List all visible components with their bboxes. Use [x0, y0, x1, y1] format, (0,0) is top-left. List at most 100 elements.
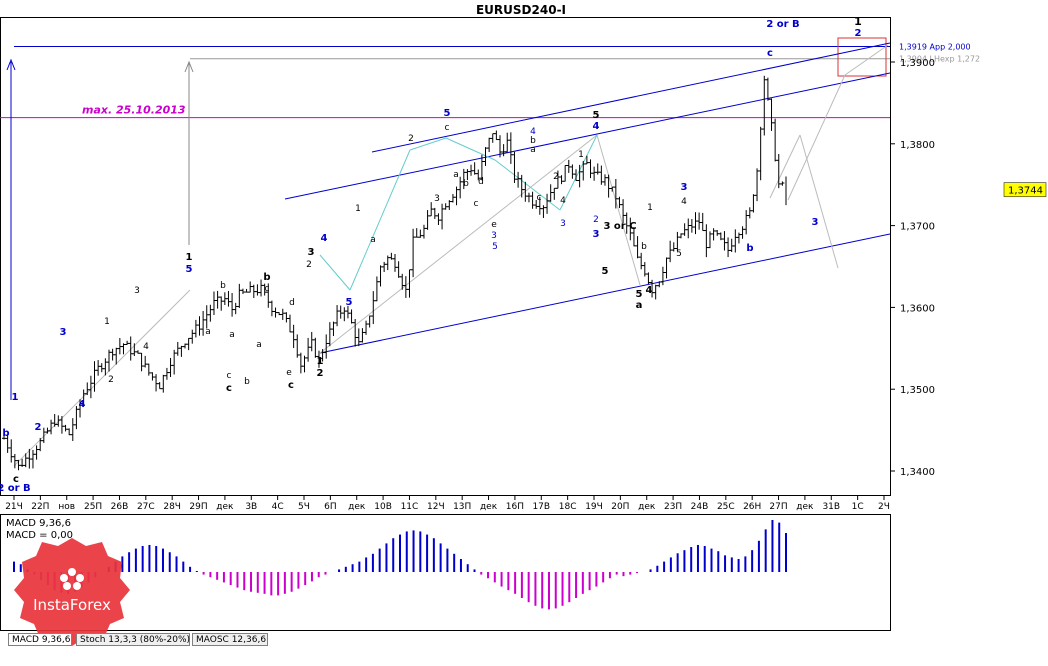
macd-value-label: MACD = 0,00 — [6, 530, 73, 541]
wave-label: b — [2, 428, 9, 439]
x-tick-label: 4С — [272, 502, 284, 512]
wave-label: 5 — [636, 289, 643, 300]
y-tick-label: 1,3800 — [900, 140, 935, 151]
wave-label: 2 — [317, 368, 324, 379]
wave-label: a — [205, 327, 211, 337]
x-tick-label: 27С — [137, 502, 155, 512]
x-tick-label: 16П — [506, 502, 524, 512]
x-tick-label: 10В — [374, 502, 392, 512]
wave-label: 5 — [676, 249, 682, 259]
x-tick-label: 29П — [189, 502, 207, 512]
wave-label: 4 — [79, 399, 86, 410]
wave-label: 4 — [321, 233, 328, 244]
x-tick-label: дек — [480, 502, 498, 512]
projection-line — [319, 134, 598, 354]
y-tick-label: 1,3400 — [900, 467, 935, 478]
wave-label: 2 — [306, 260, 312, 270]
target-level-label: 1,3904 LHexp 1,272 — [899, 55, 980, 64]
wave-label: b — [263, 272, 270, 283]
projection-line — [787, 74, 846, 201]
tab-stoch[interactable]: Stoch 13,3,3 (80%-20%) — [76, 633, 190, 646]
wave-label: 3 — [593, 229, 600, 240]
current-price-label: 1,3744 — [1008, 186, 1043, 197]
wave-label: c — [226, 383, 232, 394]
projection-line — [596, 134, 641, 286]
wave-label: 5 — [346, 297, 353, 308]
x-tick-label: 6П — [324, 502, 337, 512]
subwave-line — [559, 134, 598, 211]
subwave-line — [494, 159, 561, 211]
macd-label: MACD 9,36,6 — [6, 518, 71, 529]
x-tick-label: 17В — [532, 502, 550, 512]
wave-label: 2 — [108, 375, 114, 385]
wave-label: a — [453, 170, 459, 180]
projection-line — [799, 134, 839, 269]
x-tick-label: 22П — [31, 502, 49, 512]
max-level-label: max. 25.10.2013 — [82, 104, 186, 117]
wave-label: 5 — [602, 266, 609, 277]
x-tick-label: дек — [796, 502, 814, 512]
wave-label: c — [288, 380, 294, 391]
wave-label: e — [286, 368, 292, 378]
wave-label: 5 — [492, 242, 498, 252]
trend-channel-line — [371, 42, 891, 153]
wave-label: a — [229, 330, 235, 340]
wave-label: 3 — [308, 247, 315, 258]
x-tick-label: 13П — [453, 502, 471, 512]
trend-channel-line — [319, 233, 891, 354]
x-tick-label: 18С — [559, 502, 577, 512]
wave-label: 1 — [854, 15, 862, 28]
wave-label: 1 — [647, 203, 653, 213]
wave-label: 3 — [681, 182, 688, 193]
wave-label: 2 — [408, 134, 414, 144]
wave-label: 2 or B — [766, 19, 799, 30]
wave-label: 1 — [104, 317, 110, 327]
wave-label: a — [256, 340, 262, 350]
x-tick-label: 11С — [401, 502, 419, 512]
tab-maosc[interactable]: MAOSC 12,36,6 — [192, 633, 268, 646]
wave-label: 1 — [578, 150, 584, 160]
x-tick-label: дек — [348, 502, 366, 512]
wave-label: 4 — [560, 196, 566, 206]
wave-label: 3 or C — [603, 221, 636, 232]
wave-label: 4 — [646, 285, 653, 296]
x-tick-label: 3В — [245, 502, 257, 512]
subwave-line — [319, 254, 351, 291]
wave-label: c — [227, 371, 232, 381]
x-tick-label: 26В — [111, 502, 129, 512]
x-tick-label: дек — [638, 502, 656, 512]
x-tick-label: 2Ч — [878, 502, 890, 512]
subwave-line — [409, 137, 447, 151]
tab-macd[interactable]: MACD 9,36,6 — [8, 633, 72, 646]
wave-label: 4 — [593, 121, 600, 132]
wave-label: 1 — [186, 252, 193, 263]
chart-title: EURUSD240-I — [476, 3, 566, 17]
x-tick-label: 19Ч — [585, 502, 603, 512]
subwave-line — [445, 137, 496, 161]
instaforex-logo: InstaForex — [12, 538, 132, 648]
y-tick-label: 1,3600 — [900, 303, 935, 314]
projection-line — [844, 44, 889, 76]
x-tick-label: 5Ч — [298, 502, 310, 512]
arrowhead-icon — [6, 58, 16, 71]
wave-label: e — [491, 220, 497, 230]
trend-channel-line — [284, 72, 891, 200]
wave-label: 4 — [530, 127, 536, 137]
wave-label: b — [463, 179, 469, 189]
wave-label: 5 — [186, 264, 193, 275]
projection-line — [769, 134, 801, 199]
x-tick-label: 28Ч — [163, 502, 181, 512]
target-zone-box — [837, 37, 887, 77]
flower-icon — [60, 568, 84, 590]
wave-label: d — [478, 177, 484, 187]
wave-label: c — [445, 123, 450, 133]
x-tick-label: 20П — [611, 502, 629, 512]
y-tick-label: 1,3500 — [900, 385, 935, 396]
instaforex-wordmark: InstaForex — [33, 596, 111, 614]
wave-label: 3 — [560, 219, 566, 229]
x-tick-label: 23П — [664, 502, 682, 512]
ohlc-bar — [780, 181, 785, 186]
wave-label: 3 — [60, 327, 67, 338]
wave-label: c — [767, 48, 773, 59]
